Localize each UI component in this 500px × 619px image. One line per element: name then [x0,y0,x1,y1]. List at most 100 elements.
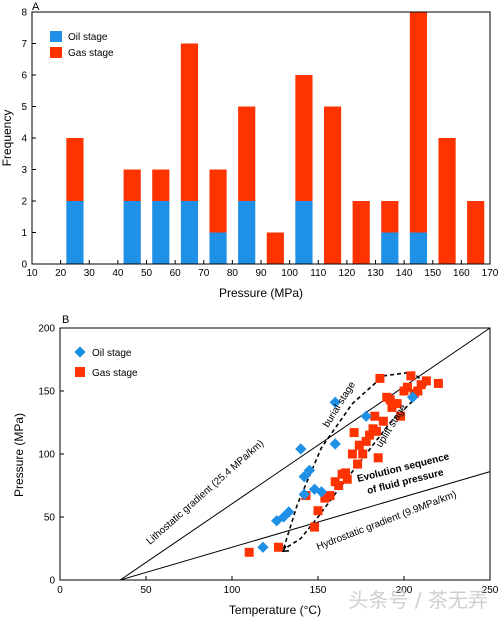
panel-a-y-axis-label: Frequency [0,110,14,167]
legend-marker-gas [75,367,85,377]
panel-b-reference-lines [119,327,491,581]
gas-stage-point [361,436,371,446]
gas-stage-point [353,459,363,469]
gas-stage-point [320,493,330,503]
panel-a-bars [66,12,485,264]
bar-oil-stage [409,232,428,264]
legend-label-oil-b: Oil stage [92,348,132,359]
x-tick-label: 50 [141,268,153,279]
x-tick-label: 160 [453,268,470,279]
gas-stage-point [354,440,364,450]
x-tick-label: 70 [198,268,210,279]
bar-oil-stage [209,232,227,264]
y-tick-label: 200 [38,324,55,335]
y-tick-label: 1 [21,228,27,239]
x-tick-label: 10 [26,268,38,279]
bar-gas-stage [295,75,313,201]
bar-gas-stage [323,106,342,264]
bar-gas-stage [381,201,399,233]
gas-stage-point [385,395,395,405]
gas-stage-point [313,506,323,516]
legend-swatch-oil [50,31,62,42]
y-tick-label: 2 [21,197,27,208]
y-tick-label: 5 [21,102,27,113]
panel-b-frame [59,327,491,581]
x-tick-label: 40 [112,268,124,279]
x-tick-label: 150 [424,268,441,279]
panel-b-legend: Oil stage Gas stage [74,346,138,379]
gas-stage-point [342,474,352,484]
gas-stage-point [273,542,283,552]
bar-oil-stage [238,201,256,264]
y-tick-label: 3 [21,165,27,176]
legend-label-oil: Oil stage [68,32,108,43]
y-tick-label: 6 [21,71,27,82]
oil-stage-point [315,486,328,498]
bar-oil-stage [123,201,141,264]
gas-stage-point [402,382,412,392]
panel-b-x-axis-label: Temperature (°C) [229,603,321,617]
bar-oil-stage [295,201,313,264]
gas-stage-point [349,428,359,438]
y-tick-label: 7 [21,39,27,50]
gas-stage-point [413,386,423,396]
x-tick-label: 110 [310,268,326,279]
lithostatic-gradient-line [119,327,491,581]
panel-b-points [244,371,443,557]
panel-a-label: A [32,1,40,13]
gas-stage-point [433,378,443,388]
x-tick-label: 30 [84,268,96,279]
oil-stage-point [303,464,316,477]
gas-stage-point [387,402,397,412]
x-tick-label: 200 [396,585,413,596]
gas-stage-point [370,411,380,421]
x-tick-label: 250 [482,585,499,596]
x-tick-label: 20 [55,268,67,279]
x-tick-label: 80 [227,268,239,279]
oil-stage-point [329,438,341,450]
oil-stage-point [360,410,372,422]
gas-stage-point [310,522,320,532]
y-tick-label: 4 [21,134,27,145]
panel-b-label: B [62,314,69,326]
y-tick-label: 8 [21,8,27,19]
x-tick-label: 120 [339,268,356,279]
gas-stage-point [244,547,254,557]
evolution-arrowhead [281,545,290,553]
bar-gas-stage [438,138,456,264]
bar-gas-stage [467,201,485,264]
gas-stage-point [378,416,388,426]
oil-stage-point [257,541,269,553]
gas-stage-point [371,426,381,436]
hydrostatic-gradient-label: Hydrostatic gradient (9.9MPa/km) [315,489,458,553]
x-tick-label: 100 [224,585,241,596]
bar-gas-stage [238,106,256,201]
panel-b-y-ticks: 0 50 100 150 200 [38,324,64,587]
oil-stage-point [329,396,341,408]
x-tick-label: 60 [170,268,182,279]
oil-stage-point [298,488,310,500]
oil-stage-point [406,391,419,403]
legend-label-gas: Gas stage [68,48,114,59]
hydrostatic-gradient-line [120,471,491,581]
gas-stage-point [334,481,344,490]
gas-stage-point [373,453,383,463]
bar-oil-stage [381,232,399,264]
gas-stage-point [325,491,335,501]
y-tick-label: 100 [38,450,55,461]
x-tick-label: 170 [482,268,499,279]
y-tick-label: 0 [21,260,27,271]
oil-stage-point [295,443,307,455]
gas-stage-point [375,373,385,383]
panel-b-x-ticks: 0 50 100 150 200 250 [57,576,499,596]
gas-stage-point [358,449,368,459]
panel-a-legend: Oil stage Gas stage [50,31,114,59]
bar-gas-stage [352,201,370,264]
bar-gas-stage [123,169,141,201]
legend-marker-oil [74,346,86,358]
watermark: 头条号 / 茶无弄 [348,588,488,612]
gas-stage-point [392,399,402,409]
gas-stage-point [347,449,357,459]
bar-gas-stage [409,12,428,233]
